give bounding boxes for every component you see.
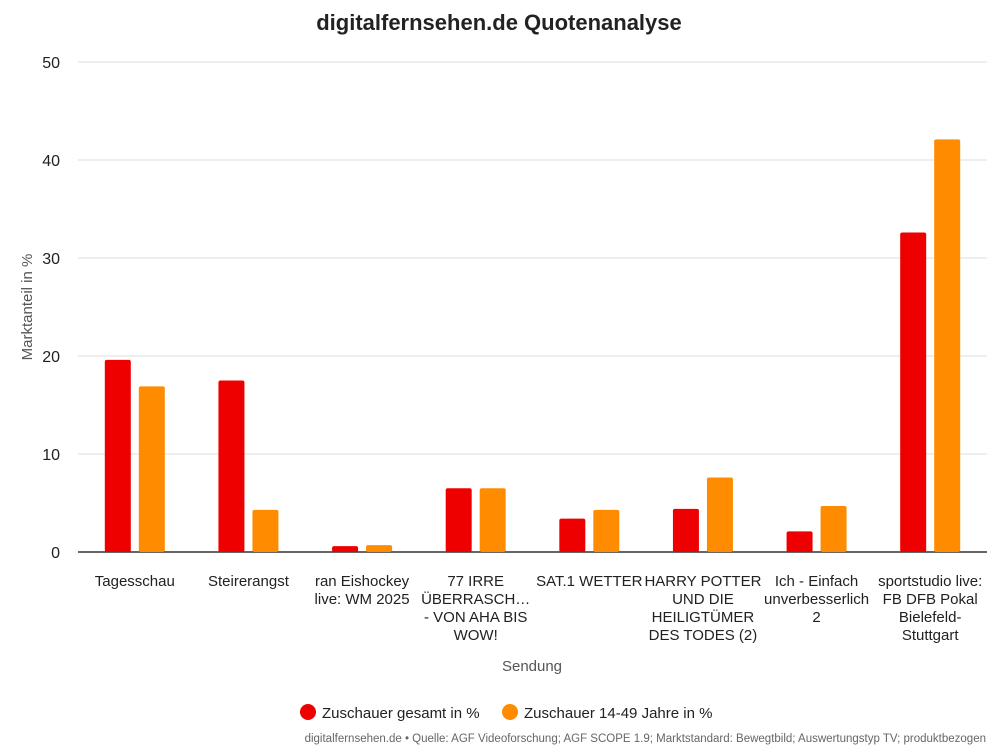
bar-gesamt-7: [900, 232, 927, 552]
x-category-label: sportstudio live: FB DFB Pokal Bielefeld-S…: [878, 573, 982, 644]
bar-gesamt-4: [559, 518, 586, 552]
x-category-line: WOW!: [454, 627, 498, 644]
x-category-line: Ich - Einfach: [775, 573, 858, 590]
source-credit: digitalfernsehen.de • Quelle: AGF Videof…: [305, 733, 986, 745]
legend-label: Zuschauer gesamt in %: [322, 705, 480, 722]
bar-14-49-6: [820, 505, 847, 552]
x-category-line: Steirerangst: [208, 573, 290, 590]
bar-gesamt-0: [104, 359, 131, 552]
x-category-line: HARRY POTTER: [644, 573, 761, 590]
x-category-line: UND DIE: [672, 591, 734, 608]
x-category-line: SAT.1 WETTER: [536, 573, 643, 590]
x-category-line: ran Eishockey: [315, 573, 410, 590]
y-tick-label: 20: [42, 349, 60, 366]
x-category-line: unverbesserlich: [764, 591, 869, 608]
x-category-label: Steirerangst: [208, 573, 290, 590]
x-category-line: FB DFB Pokal: [883, 591, 978, 608]
x-axis-label: Sendung: [502, 658, 562, 675]
x-category-label: HARRY POTTER UND DIE HEILIGTÜMER DES TODES …: [644, 573, 761, 644]
y-tick-label: 30: [42, 251, 60, 268]
bar-14-49-3: [479, 488, 506, 552]
x-category-line: 77 IRRE: [447, 573, 504, 590]
bar-gesamt-1: [218, 380, 245, 552]
x-category-line: live: WM 2025: [315, 591, 410, 608]
legend-swatch: [502, 704, 518, 720]
x-axis-categories: Tagesschau Steirerangst ran Eishockey live:…: [95, 573, 983, 644]
x-category-label: SAT.1 WETTER: [536, 573, 643, 590]
y-tick-label: 10: [42, 447, 60, 464]
x-category-label: ran Eishockey live: WM 2025: [315, 573, 410, 608]
x-category-line: HEILIGTÜMER: [652, 608, 755, 626]
x-category-line: DES TODES (2): [649, 627, 758, 644]
gridlines: [78, 61, 987, 553]
x-category-label: 77 IRRE ÜBERRASCH… - VON AHA BIS WOW!: [421, 573, 530, 644]
x-category-line: Stuttgart: [902, 627, 960, 644]
bars: [104, 139, 961, 553]
legend: Zuschauer gesamt in % Zuschauer 14-49 Jah…: [300, 704, 712, 722]
bar-14-49-1: [252, 509, 279, 552]
y-tick-label: 40: [42, 153, 60, 170]
chart-title: digitalfernsehen.de Quotenanalyse: [316, 10, 682, 35]
bar-14-49-4: [593, 509, 620, 552]
bar-gesamt-3: [445, 488, 472, 552]
x-category-label: Tagesschau: [95, 573, 175, 590]
y-tick-label: 50: [42, 55, 60, 72]
x-category-label: Ich - Einfach unverbesserlich 2: [764, 573, 869, 626]
y-axis-ticks: 0 10 20 30 40 50: [42, 55, 60, 562]
legend-swatch: [300, 704, 316, 720]
bar-gesamt-6: [786, 531, 813, 552]
legend-label: Zuschauer 14-49 Jahre in %: [524, 705, 712, 722]
bar-14-49-7: [934, 139, 961, 553]
bar-14-49-0: [138, 386, 165, 552]
bar-gesamt-5: [672, 508, 699, 552]
x-category-line: sportstudio live:: [878, 573, 982, 590]
y-tick-label: 0: [51, 545, 60, 562]
bar-14-49-2: [366, 545, 393, 552]
x-category-line: Tagesschau: [95, 573, 175, 590]
x-category-line: - VON AHA BIS: [424, 609, 527, 626]
x-category-line: Bielefeld-: [899, 609, 962, 626]
x-category-line: ÜBERRASCH…: [421, 590, 530, 608]
bar-14-49-5: [706, 477, 733, 552]
x-category-line: 2: [812, 609, 820, 626]
y-axis-label: Marktanteil in %: [19, 254, 36, 361]
bar-gesamt-2: [332, 546, 359, 552]
